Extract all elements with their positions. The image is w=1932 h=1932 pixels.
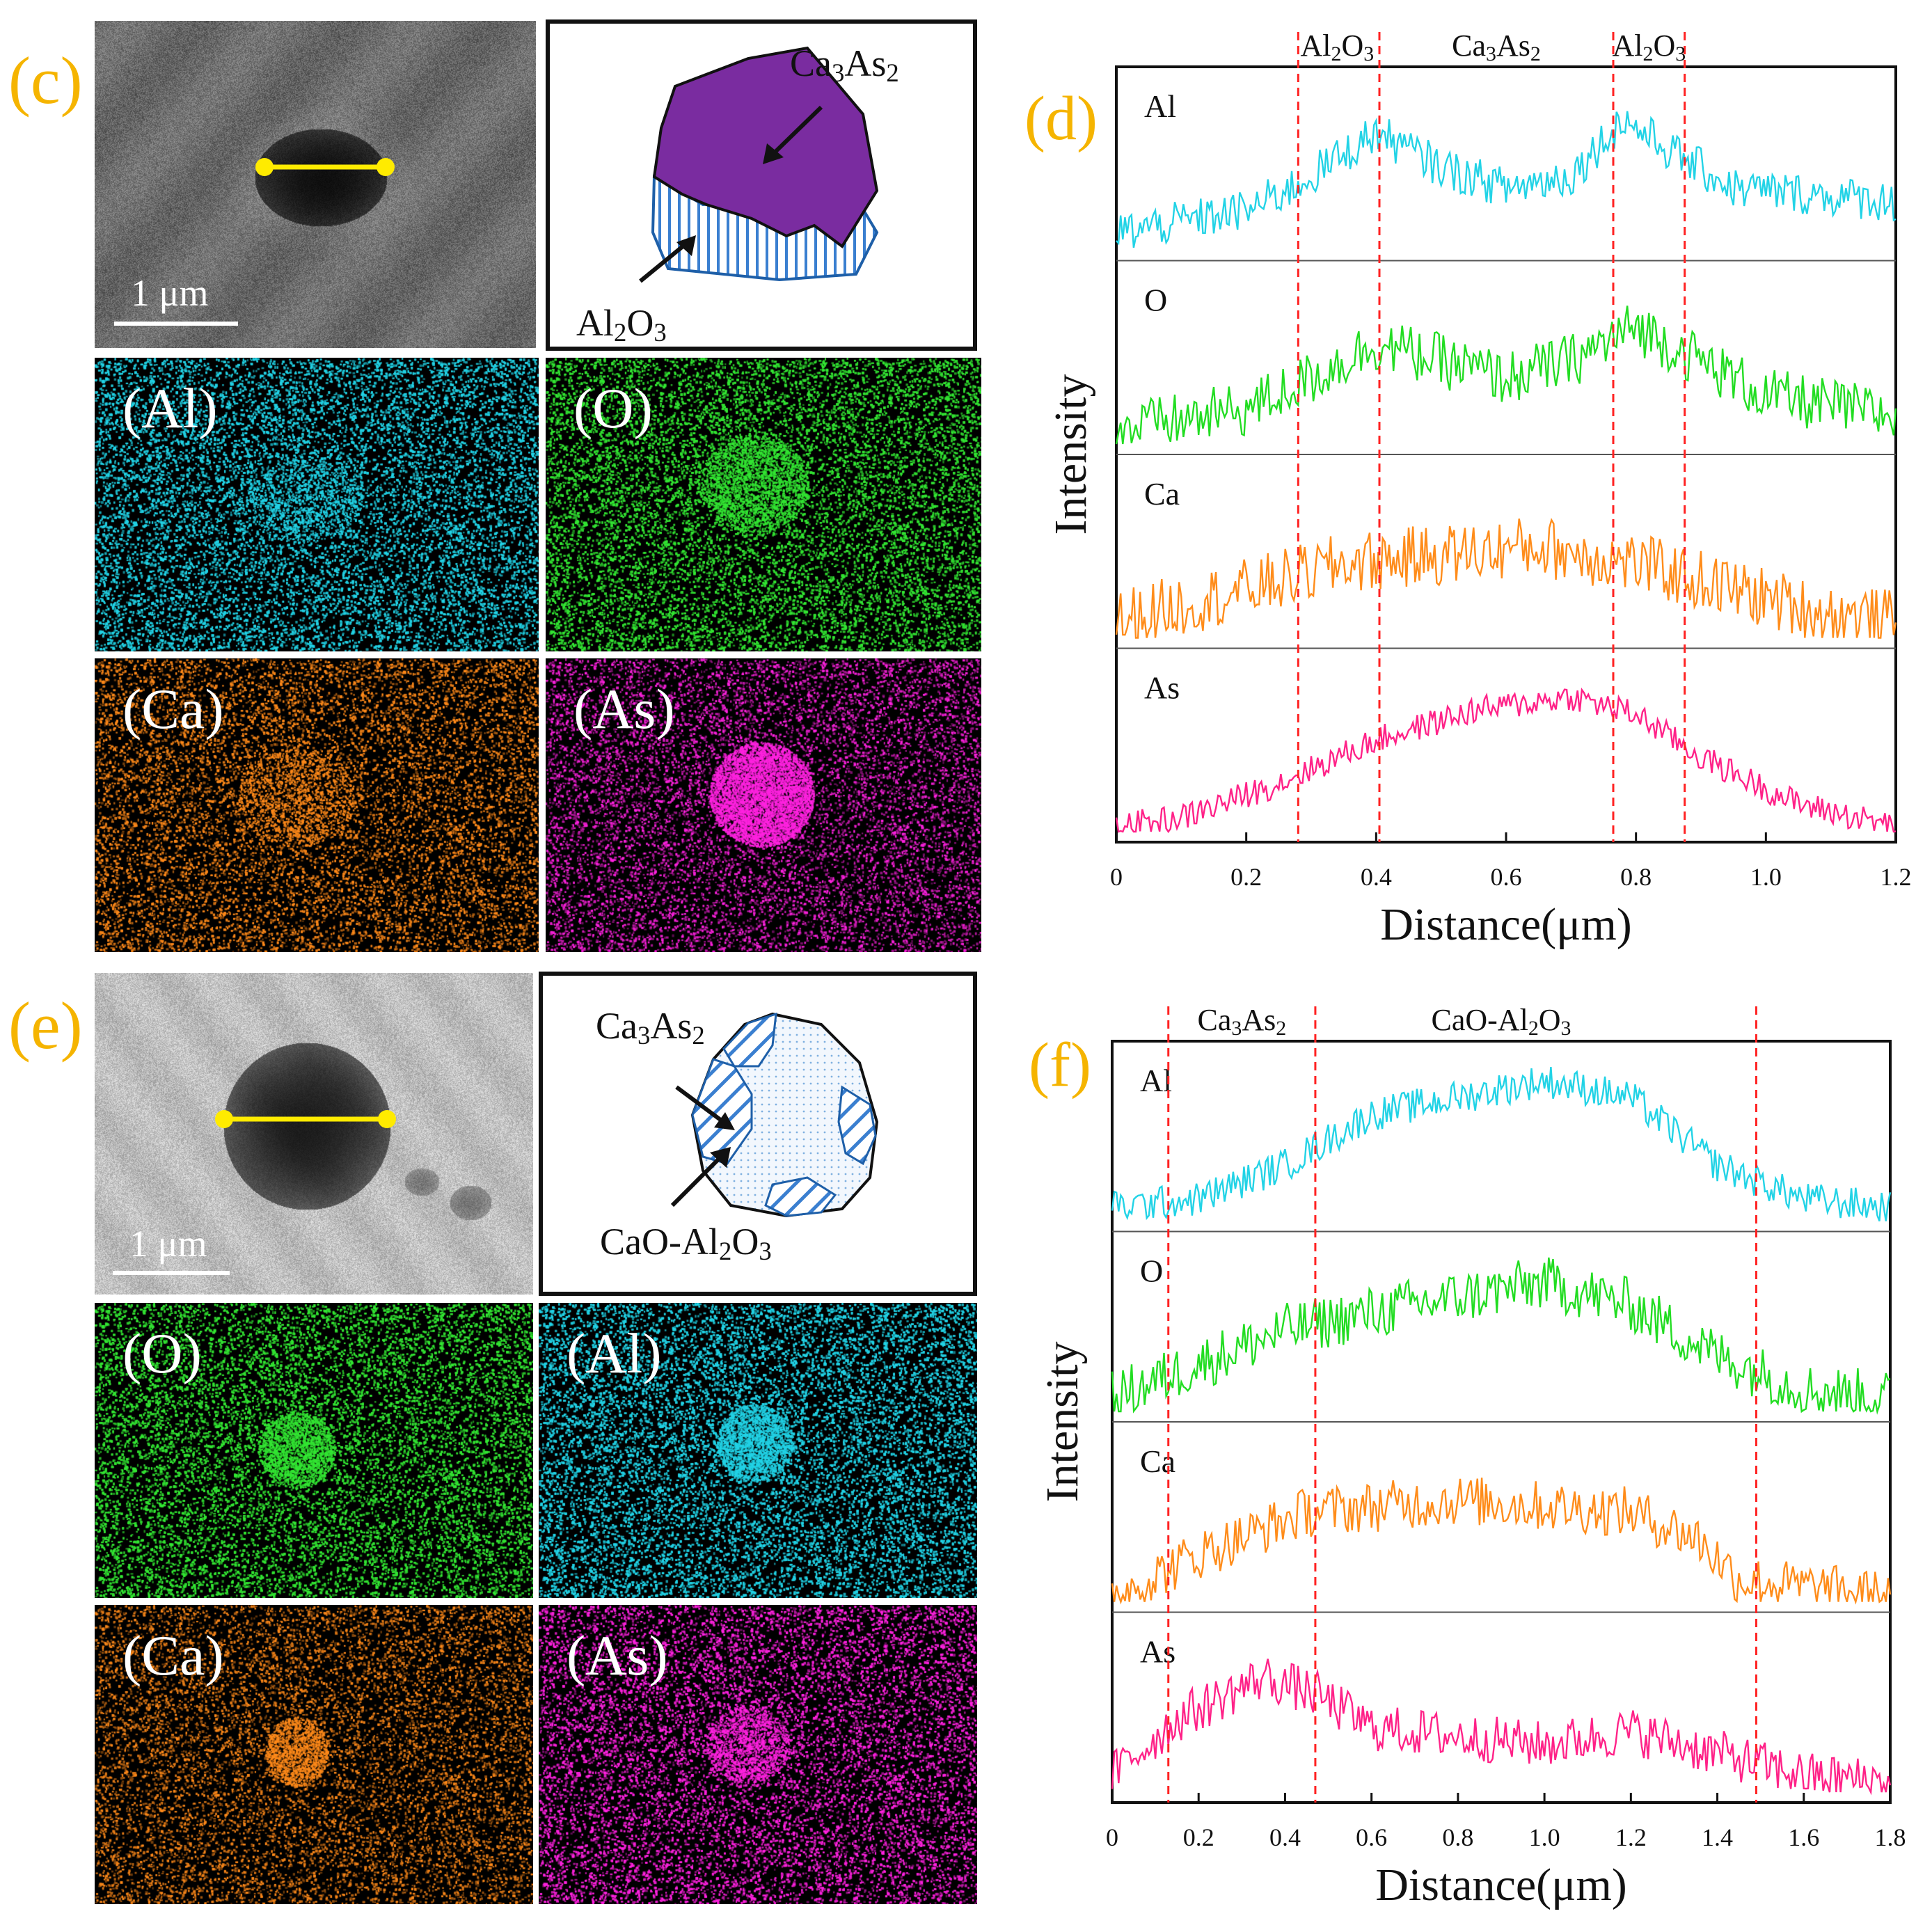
map-e-2-label: (Al)	[567, 1322, 662, 1385]
map-c-3: (Ca)	[95, 658, 539, 952]
chart-f-xtick-label-4: 0.8	[1442, 1823, 1473, 1851]
map-c-4-label: (As)	[573, 677, 675, 741]
chart-d-series-label-Ca: Ca	[1144, 476, 1180, 512]
map-e-3: (Ca)	[95, 1605, 533, 1904]
arrow-ca3as2-c	[770, 105, 823, 157]
inclusion-ca3as2-patches	[691, 1012, 877, 1217]
chart-f-xtick-label-6: 1.2	[1615, 1823, 1647, 1851]
chart-d-series-label-Al: Al	[1144, 88, 1176, 124]
map-e-4-label: (As)	[567, 1624, 668, 1687]
map-c-4: (As)	[546, 658, 981, 952]
chart-f-ylabel: Intensity	[1037, 1342, 1088, 1503]
chart-d-region-label-1: Ca3As2	[1452, 29, 1541, 65]
chart-d-xtick-label-2: 0.4	[1361, 863, 1392, 891]
map-c-3-label: (Ca)	[122, 677, 224, 741]
chart-d-region-label-0: Al2O3	[1300, 29, 1374, 65]
chart-f-xtick-label-2: 0.4	[1269, 1823, 1301, 1851]
scale-bar-e	[113, 1271, 230, 1275]
chart-f-xtick-label-9: 1.8	[1875, 1823, 1906, 1851]
map-e-4: (As)	[539, 1605, 977, 1904]
map-c-1-label: (Al)	[122, 377, 218, 440]
chart-f-series-label-As: As	[1140, 1634, 1175, 1670]
chart-d-series-Al	[1116, 111, 1897, 248]
arrow-cao-al2o3-e	[670, 1153, 724, 1208]
inclusion-ca3as2-core	[652, 46, 879, 248]
chart-f-xtick-label-7: 1.4	[1702, 1823, 1733, 1851]
chart-d-series-As	[1115, 687, 1897, 834]
chart-d-series-Ca	[1115, 518, 1897, 639]
map-c-2-label: (O)	[573, 377, 653, 440]
chart-f-region-label-1: CaO-Al2O3	[1432, 1003, 1571, 1040]
arrow-ca3as2-e	[675, 1085, 727, 1125]
arrowhead-ca3as2-c	[763, 143, 784, 164]
chart-f-series-label-Al: Al	[1140, 1063, 1172, 1098]
arrowhead-al2o3-c	[676, 235, 696, 256]
chart-f-xtick-label-5: 1.0	[1529, 1823, 1560, 1851]
line-scan-e	[215, 1110, 396, 1128]
chart-f-xlabel: Distance(μm)	[1375, 1860, 1627, 1910]
chart-d-xtick-label-6: 1.2	[1880, 863, 1912, 891]
chart-d-letter: (d)	[1024, 84, 1098, 153]
chart-f-series-Ca	[1111, 1478, 1892, 1605]
chart-f-series-O	[1111, 1257, 1891, 1415]
chart-f-series-As	[1111, 1658, 1892, 1796]
schematic-e-label-bottom: CaO-Al2O3	[600, 1221, 772, 1265]
chart-f-series-label-O: O	[1140, 1253, 1163, 1289]
schematic-e: Ca3As2 CaO-Al2O3	[539, 972, 977, 1296]
sem-image-e: 1 μm	[95, 973, 533, 1294]
chart-f-xtick-label-1: 0.2	[1183, 1823, 1214, 1851]
chart-d-series-label-As: As	[1144, 670, 1180, 706]
chart-f-letter: (f)	[1029, 1031, 1091, 1100]
arrow-al2o3-c	[639, 242, 688, 283]
map-e-1-label: (O)	[122, 1322, 202, 1385]
sem-image-c: 1 μm	[95, 21, 536, 348]
map-e-2: (Al)	[539, 1303, 977, 1598]
map-e-3-label: (Ca)	[122, 1624, 224, 1687]
schematic-c-label-bottom: Al2O3	[576, 302, 667, 347]
chart-d-series-O	[1115, 306, 1897, 445]
chart-d-xtick-label-4: 0.8	[1620, 863, 1652, 891]
chart-d-region-label-2: Al2O3	[1612, 29, 1686, 65]
chart-f-xtick-label-8: 1.6	[1788, 1823, 1819, 1851]
line-scan-c	[255, 158, 395, 176]
chart-f-xtick-label-0: 0	[1106, 1823, 1118, 1851]
arrowhead-cao-al2o3-e	[710, 1147, 731, 1168]
chart-f-series-Al	[1111, 1066, 1892, 1222]
chart-d-xtick-label-0: 0	[1110, 863, 1123, 891]
chart-f-region-label-0: Ca3As2	[1197, 1003, 1286, 1040]
scale-bar-c	[114, 322, 238, 326]
scale-label-c: 1 μm	[131, 272, 209, 314]
chart-f-frame	[1111, 1040, 1892, 1804]
chart-f-series-label-Ca: Ca	[1140, 1443, 1175, 1479]
schematic-c: Ca3As2 Al2O3	[546, 19, 977, 351]
scale-label-e: 1 μm	[129, 1223, 207, 1265]
chart-d-frame	[1115, 65, 1897, 844]
map-e-1: (O)	[95, 1303, 533, 1598]
schematic-c-label-top: Ca3As2	[790, 42, 899, 87]
map-c-2: (O)	[546, 358, 981, 651]
chart-d-series-label-O: O	[1144, 283, 1167, 318]
schematic-e-label-top: Ca3As2	[596, 1005, 705, 1050]
chart-d-ylabel: Intensity	[1045, 374, 1096, 535]
chart-d-xlabel: Distance(μm)	[1380, 899, 1632, 950]
arrowhead-ca3as2-e	[714, 1112, 735, 1130]
panel-c-letter: (c)	[8, 43, 83, 118]
chart-f-xtick-label-3: 0.6	[1356, 1823, 1387, 1851]
panel-e-letter: (e)	[8, 988, 83, 1063]
map-c-1: (Al)	[95, 358, 539, 651]
chart-d-xtick-label-5: 1.0	[1750, 863, 1782, 891]
chart-d-xtick-label-1: 0.2	[1230, 863, 1262, 891]
chart-d-xtick-label-3: 0.6	[1491, 863, 1522, 891]
